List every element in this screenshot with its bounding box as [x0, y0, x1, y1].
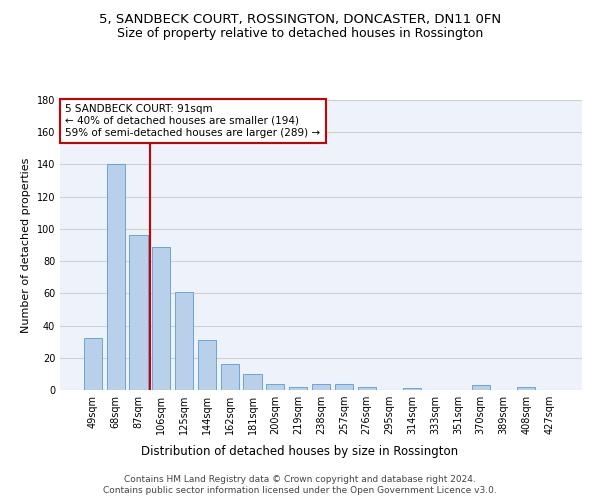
- Text: Contains HM Land Registry data © Crown copyright and database right 2024.: Contains HM Land Registry data © Crown c…: [124, 475, 476, 484]
- Bar: [84, 338, 102, 390]
- Bar: [517, 387, 535, 390]
- Bar: [107, 164, 125, 390]
- Bar: [266, 384, 284, 390]
- Text: Size of property relative to detached houses in Rossington: Size of property relative to detached ho…: [117, 26, 483, 40]
- Text: 5, SANDBECK COURT, ROSSINGTON, DONCASTER, DN11 0FN: 5, SANDBECK COURT, ROSSINGTON, DONCASTER…: [99, 12, 501, 26]
- Bar: [130, 236, 148, 390]
- Bar: [289, 387, 307, 390]
- Bar: [221, 364, 239, 390]
- Text: Distribution of detached houses by size in Rossington: Distribution of detached houses by size …: [142, 444, 458, 458]
- Bar: [175, 292, 193, 390]
- Text: Contains public sector information licensed under the Open Government Licence v3: Contains public sector information licen…: [103, 486, 497, 495]
- Bar: [403, 388, 421, 390]
- Bar: [198, 340, 216, 390]
- Bar: [312, 384, 330, 390]
- Bar: [152, 246, 170, 390]
- Y-axis label: Number of detached properties: Number of detached properties: [21, 158, 31, 332]
- Bar: [244, 374, 262, 390]
- Bar: [358, 387, 376, 390]
- Bar: [472, 385, 490, 390]
- Text: 5 SANDBECK COURT: 91sqm
← 40% of detached houses are smaller (194)
59% of semi-d: 5 SANDBECK COURT: 91sqm ← 40% of detache…: [65, 104, 320, 138]
- Bar: [335, 384, 353, 390]
